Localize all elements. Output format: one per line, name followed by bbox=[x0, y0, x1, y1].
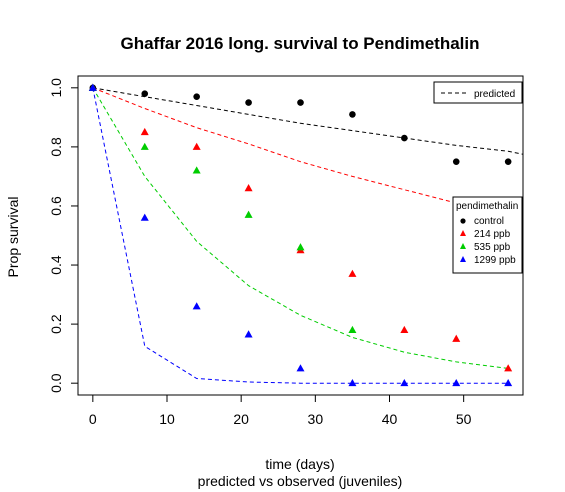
point-0-6 bbox=[401, 134, 408, 142]
point-2-4 bbox=[296, 243, 305, 251]
point-0-7 bbox=[452, 158, 460, 165]
legend-predicted-box bbox=[433, 81, 523, 104]
legend-label-2: 535 ppb bbox=[474, 242, 511, 253]
point-2-5 bbox=[348, 325, 357, 334]
y-tick-label-3: 0.6 bbox=[48, 196, 64, 216]
point-3-3 bbox=[244, 330, 253, 338]
point-3-4 bbox=[296, 364, 305, 372]
point-1-1 bbox=[140, 127, 149, 136]
x-tick-label-3: 30 bbox=[308, 411, 324, 427]
predicted-line-3 bbox=[92, 87, 509, 384]
point-3-1 bbox=[140, 213, 149, 221]
plot-frame bbox=[77, 75, 524, 396]
y-tick-label-0: 0.0 bbox=[48, 373, 64, 393]
legend-predicted-label: predicted bbox=[474, 89, 515, 100]
legend-marker-1 bbox=[460, 230, 466, 236]
x-tick-label-5: 50 bbox=[456, 411, 472, 427]
point-1-3 bbox=[244, 184, 253, 192]
x-tick-label-4: 40 bbox=[382, 411, 398, 427]
legend-title: pendimethalin bbox=[456, 201, 518, 212]
x-tick-label-0: 0 bbox=[89, 411, 97, 427]
point-0-5 bbox=[349, 111, 356, 118]
x-axis-label: time (days) bbox=[265, 456, 334, 472]
legend-label-1: 214 ppb bbox=[474, 229, 511, 240]
point-1-8 bbox=[504, 364, 513, 372]
legend-label-0: control bbox=[474, 216, 504, 227]
point-1-7 bbox=[452, 334, 461, 342]
point-2-3 bbox=[244, 210, 253, 218]
point-1-5 bbox=[348, 269, 357, 277]
y-tick-label-1: 0.2 bbox=[48, 314, 64, 334]
point-3-7 bbox=[452, 378, 461, 387]
point-0-3 bbox=[245, 99, 252, 106]
predicted-line-2 bbox=[92, 87, 509, 369]
point-2-2 bbox=[192, 166, 201, 174]
legend-marker-2 bbox=[460, 243, 466, 249]
y-tick-label-4: 0.8 bbox=[48, 137, 64, 157]
legend-marker-3 bbox=[460, 256, 466, 262]
plot-area: 0 10 20 30 40 50 0.0 0.2 0.4 0.6 0.8 1.0 predicted pe… bbox=[48, 75, 524, 427]
x-tick-label-2: 20 bbox=[233, 411, 249, 427]
point-3-0 bbox=[88, 83, 97, 91]
legend-marker-0 bbox=[460, 218, 466, 224]
point-3-2 bbox=[192, 302, 201, 310]
y-tick-label-5: 1.0 bbox=[48, 78, 64, 98]
point-1-2 bbox=[192, 142, 201, 150]
point-1-6 bbox=[400, 325, 409, 334]
point-3-8 bbox=[504, 378, 513, 387]
point-0-1 bbox=[141, 90, 149, 98]
point-0-8 bbox=[504, 158, 512, 165]
point-3-6 bbox=[400, 378, 409, 387]
legend-label-3: 1299 ppb bbox=[474, 255, 516, 266]
y-tick-label-2: 0.4 bbox=[48, 255, 64, 275]
chart-title: Ghaffar 2016 long. survival to Pendimeth… bbox=[121, 34, 480, 53]
predicted-line-0 bbox=[92, 87, 524, 155]
y-axis-label: Prop survival bbox=[5, 197, 21, 278]
point-0-2 bbox=[193, 93, 200, 100]
chart-subtitle: predicted vs observed (juveniles) bbox=[198, 473, 403, 489]
predicted-line-1 bbox=[92, 87, 457, 204]
point-0-4 bbox=[297, 99, 304, 106]
x-tick-label-1: 10 bbox=[159, 411, 175, 427]
point-2-1 bbox=[140, 142, 149, 150]
point-3-5 bbox=[348, 378, 357, 387]
